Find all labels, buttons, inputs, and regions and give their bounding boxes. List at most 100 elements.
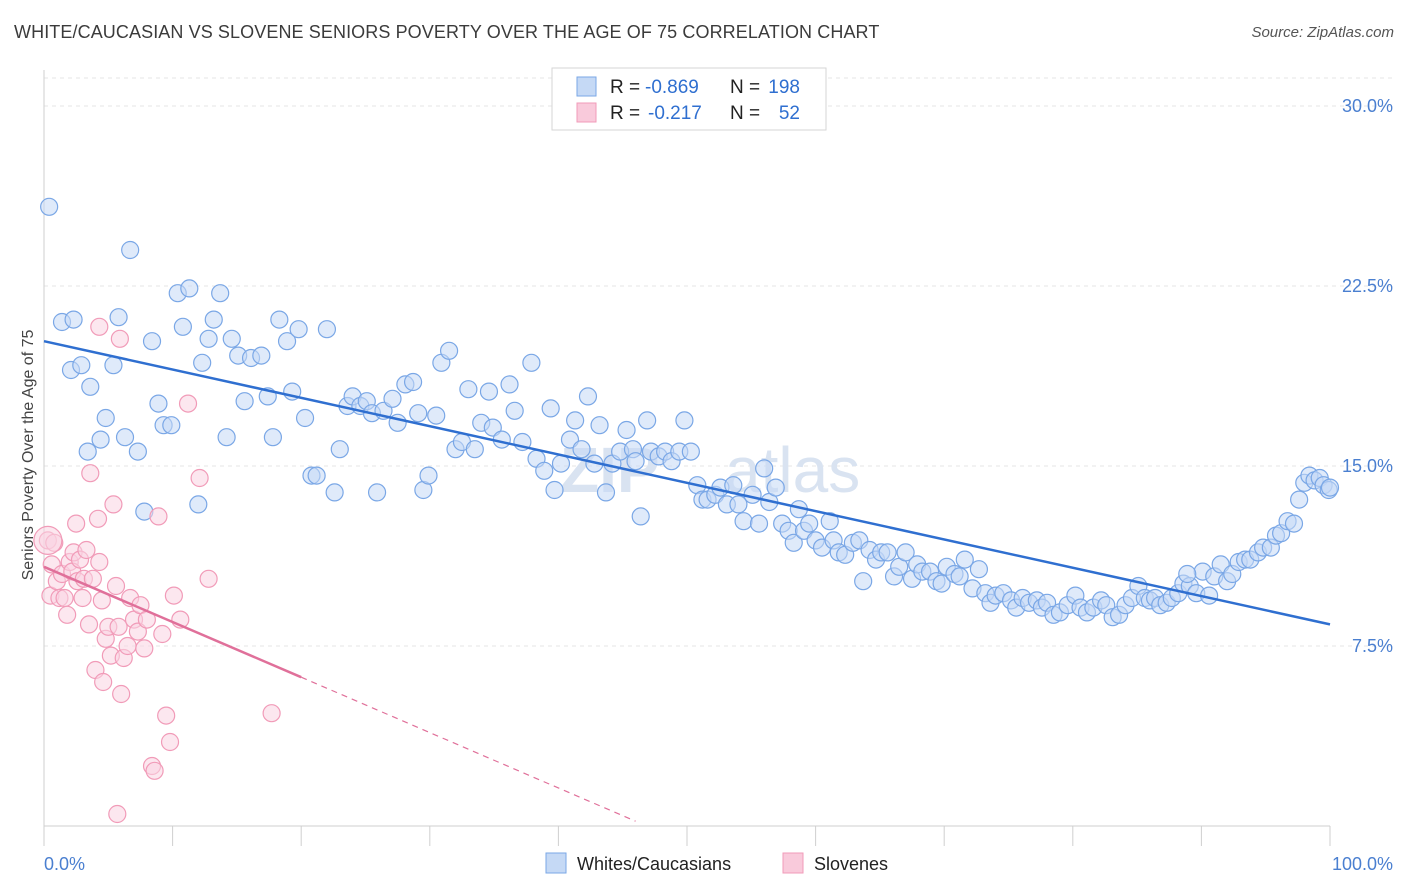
whites-point — [217, 428, 236, 447]
whites-point — [367, 483, 387, 502]
slovenes-point — [149, 507, 168, 526]
whites-point — [115, 428, 135, 447]
whites-point — [500, 375, 519, 394]
whites-point — [950, 567, 969, 586]
legend-swatch-whites — [576, 76, 597, 97]
whites-point — [572, 440, 591, 459]
whites-point — [505, 401, 524, 420]
slovenes-point — [55, 588, 74, 608]
slovenes-point — [199, 569, 218, 588]
whites-point — [173, 317, 192, 336]
whites-point — [545, 480, 564, 500]
whites-point — [969, 560, 989, 579]
whites-point — [235, 392, 254, 411]
slovenes-point — [164, 586, 183, 605]
whites-point — [91, 430, 110, 449]
whites-point — [199, 329, 218, 348]
whites-point — [1284, 514, 1304, 533]
whites-point — [459, 380, 478, 399]
whites-point — [317, 320, 337, 339]
bottom-legend-slovenes: Slovenes — [814, 854, 888, 874]
whites-point — [419, 466, 438, 485]
slovenes-point — [106, 576, 126, 596]
chart-title: WHITE/CAUCASIAN VS SLOVENE SENIORS POVER… — [14, 22, 880, 42]
whites-point — [383, 389, 402, 408]
trend-lines — [43, 339, 1331, 822]
slovenes-point — [67, 514, 86, 533]
whites-point — [955, 550, 974, 569]
whites-point — [189, 495, 208, 514]
slovenes-point — [109, 617, 128, 636]
slovenes-point — [58, 605, 77, 624]
whites-point — [180, 279, 199, 298]
whites-point — [638, 411, 657, 430]
slovenes-point — [90, 552, 109, 572]
whites-point — [681, 442, 700, 461]
legend-n-label-1: N = — [730, 77, 760, 98]
whites-point — [766, 478, 785, 497]
whites-point — [409, 404, 428, 423]
whites-point — [295, 408, 315, 428]
slovenes-point — [33, 525, 63, 556]
whites-point — [590, 416, 609, 435]
whites-point — [104, 356, 123, 375]
whites-point — [403, 372, 423, 392]
slovenes-point — [112, 684, 131, 704]
whites-point — [522, 353, 541, 372]
whites-point — [541, 399, 560, 418]
whites-point — [617, 420, 636, 440]
whites-point — [675, 411, 694, 430]
whites-point — [204, 310, 223, 329]
y-axis-label: Seniors Poverty Over the Age of 75 — [20, 330, 37, 581]
whites-point — [330, 440, 349, 459]
whites-point — [1320, 478, 1340, 497]
whites-point — [729, 495, 748, 514]
whites-point — [142, 332, 162, 351]
whites-point — [427, 406, 446, 425]
slovenes-point — [110, 329, 129, 348]
whites-point — [854, 572, 873, 591]
whites-point — [896, 543, 915, 562]
whites-point — [631, 507, 650, 526]
legend-n-label-2: N = — [730, 103, 760, 124]
x-axis-ticks — [43, 826, 1331, 846]
slovenes-point — [153, 624, 172, 644]
y-tick-label: 7.5% — [1352, 636, 1393, 656]
whites-point — [479, 382, 499, 401]
whites-point — [535, 461, 554, 480]
bottom-legend: Whites/Caucasians Slovenes — [545, 852, 888, 874]
legend: R = -0.869 N = 198 R = -0.217 N = 52 — [551, 67, 827, 131]
whites-point — [81, 377, 100, 396]
whites-point — [439, 341, 459, 360]
whites-point — [162, 416, 181, 435]
whites-trend-line — [43, 339, 1331, 626]
whites-point — [325, 483, 344, 502]
whites-point — [193, 353, 212, 372]
whites-point — [128, 442, 147, 461]
whites-point — [465, 440, 484, 459]
legend-r-value-2: -0.217 — [648, 103, 702, 124]
x-tick-label-min: 0.0% — [44, 854, 85, 874]
slovenes-point — [88, 509, 108, 528]
slovenes-point — [157, 706, 176, 725]
whites-point — [121, 240, 140, 260]
slovenes-point — [90, 317, 109, 336]
whites-point — [149, 394, 168, 413]
whites-point — [755, 459, 774, 478]
whites-point — [211, 284, 230, 303]
whites-point — [277, 332, 297, 351]
slovenes-point — [73, 588, 92, 608]
y-tick-label: 15.0% — [1342, 456, 1393, 476]
legend-n-value-1: 198 — [768, 77, 800, 98]
slovenes-point — [262, 704, 281, 723]
slovenes-point — [79, 615, 99, 634]
whites-point — [734, 512, 753, 531]
whites-point — [578, 387, 598, 406]
slovenes-point — [178, 394, 198, 413]
whites-point — [40, 197, 59, 216]
whites-point — [307, 466, 326, 485]
slovenes-trend-line — [43, 565, 302, 679]
bottom-legend-swatch-slovenes — [782, 852, 804, 874]
whites-point — [78, 442, 97, 461]
